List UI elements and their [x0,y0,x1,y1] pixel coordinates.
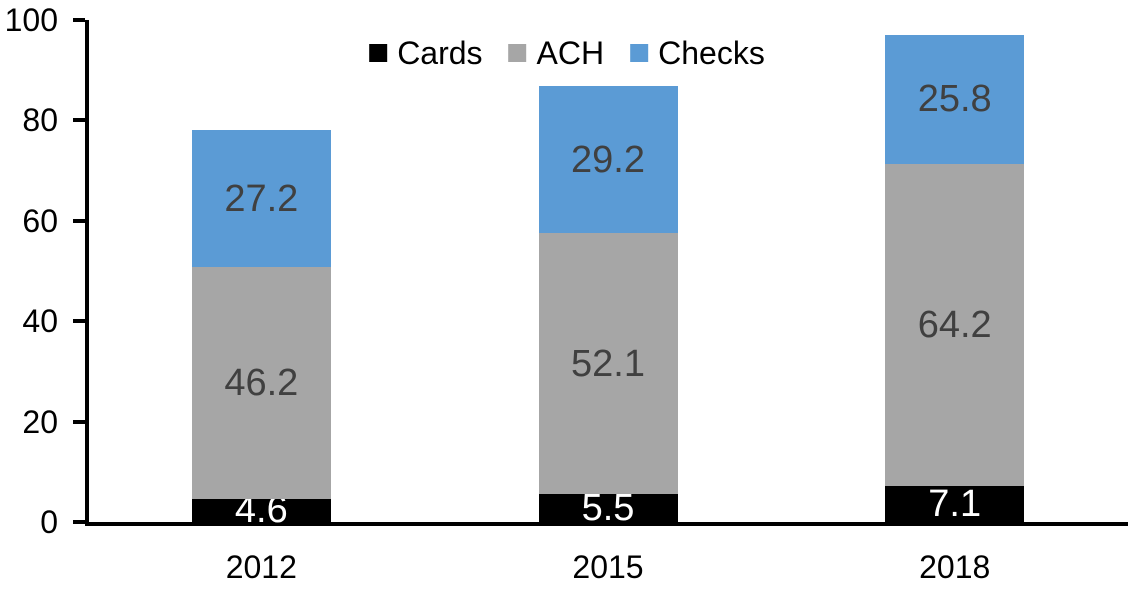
bar-segment-label: 7.1 [928,483,982,526]
y-tick-label: 20 [22,403,58,440]
bar-segment-ach: 64.2 [885,164,1025,487]
legend-label: ACH [536,35,605,71]
legend-item-ach: ACH [508,35,605,71]
bar-segment-checks: 27.2 [191,130,331,267]
bar-segment-checks: 29.2 [538,86,678,233]
bar-segment-label: 27.2 [224,177,299,220]
x-category-label: 2018 [919,549,991,585]
y-tick-mark [73,118,85,123]
x-category-label: 2015 [572,549,644,585]
legend-swatch-ach [508,44,527,62]
x-category-label: 2012 [225,549,297,585]
x-axis-line [85,522,1128,526]
y-tick-label: 60 [22,202,58,239]
y-tick-label: 100 [4,2,58,38]
bar-segment-ach: 46.2 [191,267,331,499]
bar-segment-cards: 7.1 [885,483,1025,526]
bar-segment-cards: 4.6 [191,491,331,529]
y-tick-mark [73,218,85,223]
bar-segment-checks: 25.8 [885,34,1025,165]
legend-item-cards: Cards [369,35,483,71]
legend-label: Cards [397,35,483,71]
legend: Cards ACH Checks [369,36,765,70]
y-tick-label: 80 [22,102,58,139]
bar-segment-label: 52.1 [571,342,645,385]
bar-segment-label: 29.2 [571,138,645,181]
legend-item-checks: Checks [630,36,765,70]
y-tick-mark [73,419,85,424]
bar-segment-label: 46.2 [224,361,299,404]
bar-segment-label: 25.8 [917,78,992,121]
y-tick-mark [73,520,85,524]
bar-segment-ach: 52.1 [538,232,678,495]
bar-segment-label: 5.5 [581,487,635,530]
y-tick-label: 40 [22,303,58,340]
legend-swatch-checks [630,44,649,62]
y-tick-mark [73,319,85,324]
bar-segment-label: 64.2 [917,304,992,347]
bar-segment-cards: 5.5 [538,489,678,527]
y-tick-mark [73,18,85,22]
y-axis-line [85,20,89,526]
legend-label: Checks [658,35,765,71]
legend-swatch-cards [369,44,388,62]
y-tick-label: 0 [40,504,58,540]
